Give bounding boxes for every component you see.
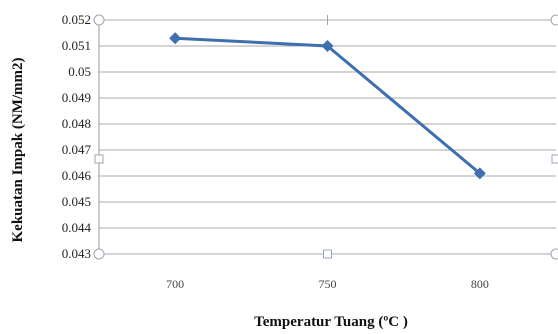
data-point [321,40,334,52]
y-tick-label: 0.052 [62,12,91,27]
resize-handle [94,154,104,164]
plot-frame [93,14,558,260]
x-tick-label: 700 [166,277,184,291]
x-axis-title: Temperatur Tuang (ºC ) [254,314,408,330]
y-tick-label: 0.049 [62,90,91,105]
y-tick-label: 0.045 [62,194,91,209]
resize-handle [550,248,558,260]
x-tick-labels: 700 750 800 [166,277,489,291]
y-tick-label: 0.043 [62,246,91,261]
resize-handle [551,154,558,164]
resize-handle [323,249,332,259]
y-tick-label: 0.051 [62,38,91,53]
y-tick-label: 0.048 [62,116,91,131]
grid [99,19,556,255]
resize-handle [550,14,558,26]
y-tick-label: 0.05 [68,64,91,79]
y-tick-label: 0.044 [62,220,92,235]
x-tick-label: 750 [319,277,337,291]
resize-handle [93,248,105,260]
data-point [169,32,182,45]
data-point [473,167,486,180]
y-tick-label: 0.046 [62,168,92,183]
resize-handle [93,14,105,26]
y-tick-label: 0.047 [62,142,92,157]
x-tick-label: 800 [471,277,489,291]
series [169,32,486,180]
series-line [175,36,481,175]
y-tick-labels: 0.043 0.044 0.045 0.046 0.047 0.048 0.049 0.05 0… [62,12,92,261]
y-axis-title: Kekuatan Impak (NM/mm2) [10,57,26,242]
